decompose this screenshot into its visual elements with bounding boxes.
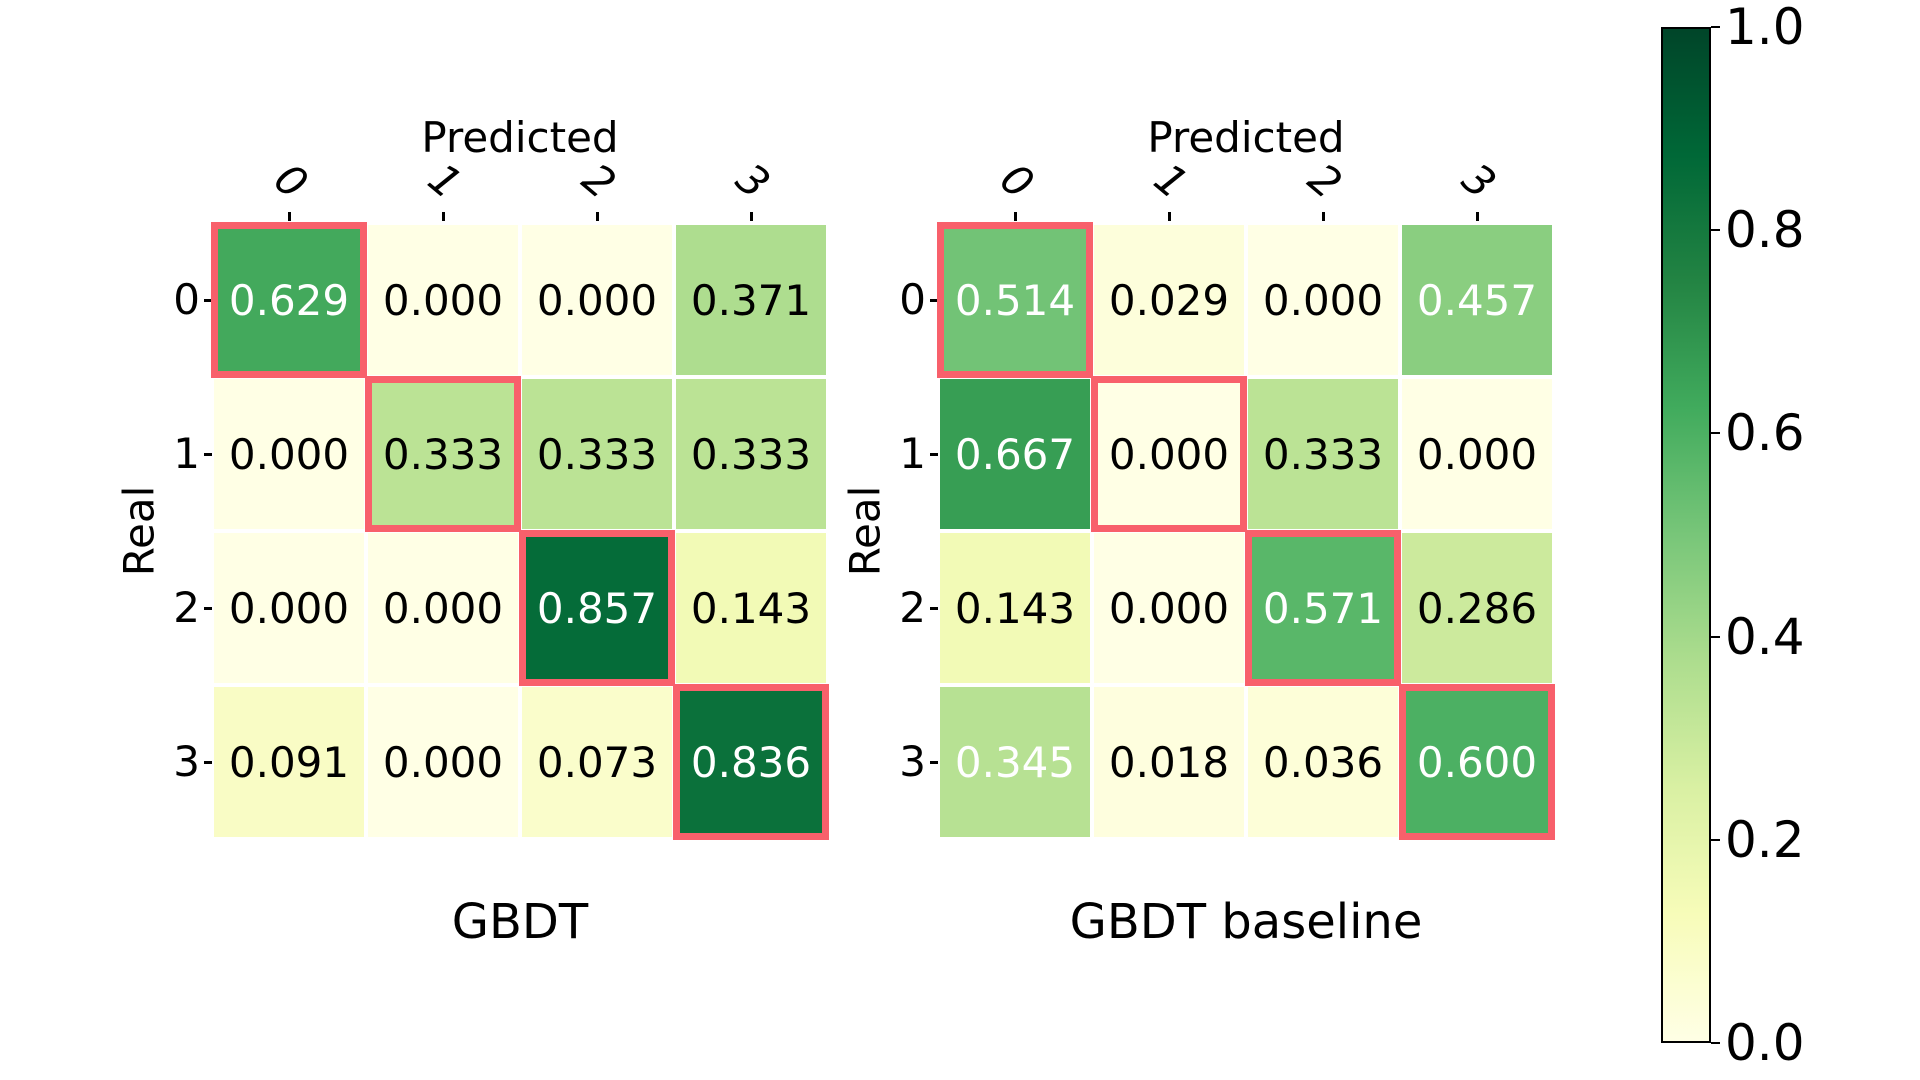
x-axis-title: Predicted bbox=[1147, 113, 1345, 162]
x-tick-mark bbox=[288, 212, 291, 221]
matrix-cell: 0.345 bbox=[940, 687, 1090, 837]
matrix-cell: 0.029 bbox=[1094, 225, 1244, 375]
matrix-cell: 0.000 bbox=[214, 533, 364, 683]
matrix-cell: 0.333 bbox=[676, 379, 826, 529]
matrix-cell: 0.514 bbox=[937, 222, 1093, 378]
colorbar-tick-label: 0.4 bbox=[1725, 607, 1805, 666]
matrix-cell: 0.091 bbox=[214, 687, 364, 837]
y-tick-label: 0 bbox=[899, 275, 926, 324]
matrix-cell: 0.629 bbox=[211, 222, 367, 378]
y-tick-mark bbox=[204, 453, 212, 456]
y-tick-mark bbox=[204, 299, 212, 302]
y-tick-mark bbox=[930, 761, 938, 764]
matrix-cell: 0.000 bbox=[1402, 379, 1552, 529]
matrix-grid: 0.629 0.000 0.000 0.371 0.000 0.333 0.333 0.333… bbox=[211, 222, 829, 840]
colorbar: 0.0 0.2 0.4 0.6 0.8 1.0 bbox=[1661, 0, 1805, 1072]
y-tick-mark bbox=[930, 453, 938, 456]
x-tick-mark bbox=[1322, 212, 1325, 221]
y-tick-label: 1 bbox=[899, 429, 926, 478]
matrix-grid: 0.514 0.029 0.000 0.457 0.667 0.000 0.333 0.000… bbox=[937, 222, 1555, 840]
x-tick-mark bbox=[750, 212, 753, 221]
matrix-cell: 0.333 bbox=[365, 376, 521, 532]
matrix-cell: 0.836 bbox=[673, 684, 829, 840]
matrix-cell: 0.036 bbox=[1248, 687, 1398, 837]
y-tick-mark bbox=[930, 299, 938, 302]
matrix-cell: 0.000 bbox=[214, 379, 364, 529]
y-tick-label: 3 bbox=[173, 737, 200, 786]
x-tick-mark bbox=[442, 212, 445, 221]
matrix-cell: 0.143 bbox=[940, 533, 1090, 683]
matrix-cell: 0.143 bbox=[676, 533, 826, 683]
matrix-cell: 0.000 bbox=[522, 225, 672, 375]
colorbar-tick-mark bbox=[1711, 229, 1720, 232]
matrix-cell: 0.857 bbox=[519, 530, 675, 686]
matrix-cell: 0.667 bbox=[940, 379, 1090, 529]
matrix-title: GBDT baseline bbox=[1069, 894, 1423, 950]
matrix-cell: 0.333 bbox=[1248, 379, 1398, 529]
y-tick-label: 3 bbox=[899, 737, 926, 786]
matrix-cell: 0.571 bbox=[1245, 530, 1401, 686]
matrix-cell: 0.000 bbox=[1091, 376, 1247, 532]
matrix-cell: 0.000 bbox=[1094, 533, 1244, 683]
y-axis-title: Real bbox=[114, 485, 164, 577]
x-tick-mark bbox=[596, 212, 599, 221]
matrix-cell: 0.073 bbox=[522, 687, 672, 837]
colorbar-tick-mark bbox=[1711, 1042, 1720, 1044]
matrix-cell: 0.333 bbox=[522, 379, 672, 529]
y-tick-label: 2 bbox=[899, 583, 926, 632]
matrix-cell: 0.286 bbox=[1402, 533, 1552, 683]
colorbar-gradient bbox=[1661, 27, 1711, 1043]
matrix-cell: 0.371 bbox=[676, 225, 826, 375]
colorbar-tick-mark bbox=[1711, 26, 1720, 28]
y-tick-mark bbox=[204, 607, 212, 610]
colorbar-tick-mark bbox=[1711, 838, 1720, 841]
matrix-cell: 0.000 bbox=[368, 687, 518, 837]
colorbar-tick-label: 1.0 bbox=[1725, 0, 1805, 56]
y-tick-label: 1 bbox=[173, 429, 200, 478]
x-axis-title: Predicted bbox=[421, 113, 619, 162]
matrix-cell: 0.018 bbox=[1094, 687, 1244, 837]
matrix-cell: 0.600 bbox=[1399, 684, 1555, 840]
confusion-matrix-gbdt-baseline: Predicted Real 0.514 0.029 0.000 0.457 0.667… bbox=[841, 0, 1555, 1080]
x-tick-mark bbox=[1014, 212, 1017, 221]
x-tick-mark bbox=[1476, 212, 1479, 221]
matrix-title: GBDT bbox=[451, 894, 589, 950]
colorbar-tick-label: 0.2 bbox=[1725, 810, 1805, 869]
y-tick-mark bbox=[204, 761, 212, 764]
matrix-cell: 0.000 bbox=[1248, 225, 1398, 375]
colorbar-tick-mark bbox=[1711, 635, 1720, 638]
colorbar-tick-label: 0.8 bbox=[1725, 201, 1805, 260]
y-tick-label: 2 bbox=[173, 583, 200, 632]
matrix-cell: 0.457 bbox=[1402, 225, 1552, 375]
matrix-cell: 0.000 bbox=[368, 225, 518, 375]
y-tick-label: 0 bbox=[173, 275, 200, 324]
y-axis-title: Real bbox=[840, 485, 890, 577]
colorbar-tick-label: 0.0 bbox=[1725, 1014, 1805, 1072]
x-tick-mark bbox=[1168, 212, 1171, 221]
colorbar-tick-label: 0.6 bbox=[1725, 404, 1805, 463]
colorbar-tick-mark bbox=[1711, 432, 1720, 435]
y-tick-mark bbox=[930, 607, 938, 610]
matrix-cell: 0.000 bbox=[368, 533, 518, 683]
confusion-matrix-gbdt: Predicted Real 0.629 0.000 0.000 0.371 0.000… bbox=[115, 0, 829, 1080]
